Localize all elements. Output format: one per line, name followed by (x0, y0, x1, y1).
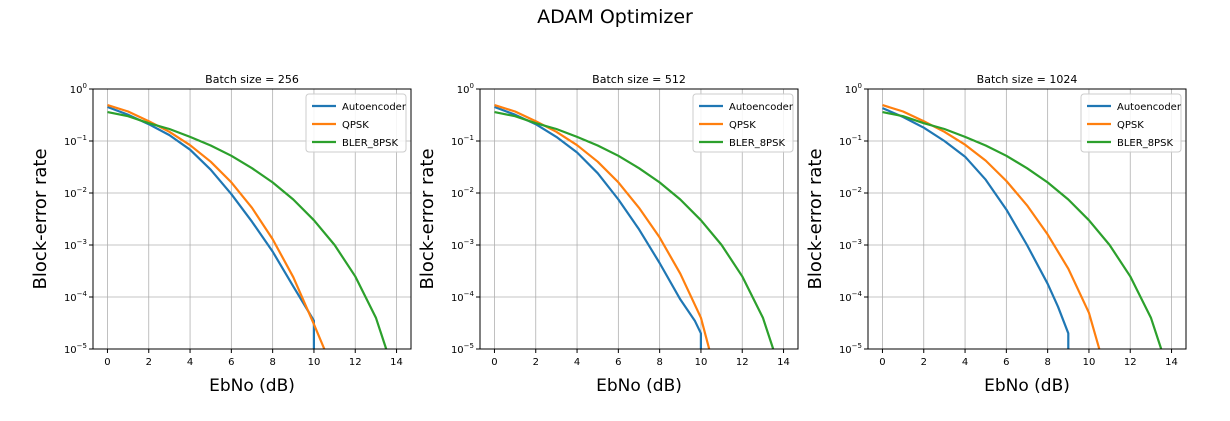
legend-box (692, 93, 794, 153)
series-line-qpsk (107, 104, 326, 350)
chart-panel-3: 0 2 4 6 8 10 12 14 100 10−1 10−2 10−3 10−4 10−5 Batch … (805, 73, 1187, 396)
y-tick-label: 10−5 (839, 342, 862, 356)
x-tick-label: 12 (349, 357, 362, 368)
y-tick-label: 10−3 (839, 238, 862, 252)
x-tick-label: 8 (269, 357, 275, 368)
x-tick-label: 8 (656, 357, 662, 368)
x-tick-label: 2 (533, 357, 539, 368)
legend-label: QPSK (342, 120, 369, 131)
y-axis-label: Block-error rate (417, 148, 438, 289)
x-tick-label: 8 (1044, 357, 1050, 368)
legend-box (1080, 93, 1182, 153)
legend: Autoencoder QPSK BLER_8PSK (1080, 93, 1182, 153)
x-tick-label: 2 (921, 357, 927, 368)
series-line-bler-8psk (882, 111, 1163, 350)
x-tick-label: 2 (146, 357, 152, 368)
legend-label: QPSK (729, 120, 756, 131)
y-tick-label: 10−4 (839, 290, 863, 304)
x-tick-label: 0 (879, 357, 885, 368)
x-tick-label: 4 (187, 357, 193, 368)
legend: Autoencoder QPSK BLER_8PSK (305, 93, 407, 153)
x-tick-label: 6 (1003, 357, 1009, 368)
y-tick-label: 10−3 (64, 238, 87, 252)
series-line-autoencoder (882, 107, 1070, 349)
legend-label: Autoencoder (1117, 102, 1182, 113)
x-tick-label: 4 (574, 357, 580, 368)
x-tick-label: 14 (777, 357, 790, 368)
series-line-bler-8psk (494, 111, 775, 350)
y-tick-label: 10−2 (451, 186, 474, 200)
y-tick-label: 10−3 (451, 238, 474, 252)
legend-label: Autoencoder (342, 102, 407, 113)
panel-title: Batch size = 512 (592, 73, 686, 86)
panel-title: Batch size = 1024 (977, 73, 1078, 86)
chart-panel-1: 0 2 4 6 8 10 12 14 100 10−1 10−2 10−3 10−4 10−5 Batch … (30, 73, 412, 396)
y-tick-label: 10−5 (64, 342, 87, 356)
series-line-bler-8psk (107, 111, 388, 350)
y-tick-label: 10−4 (64, 290, 88, 304)
x-tick-label: 12 (736, 357, 749, 368)
y-tick-label: 10−4 (451, 290, 475, 304)
x-tick-label: 6 (228, 357, 234, 368)
series-line-qpsk (882, 104, 1101, 350)
legend-label: BLER_8PSK (342, 138, 398, 149)
panel-title: Batch size = 256 (205, 73, 299, 86)
x-axis-label: EbNo (dB) (984, 376, 1070, 396)
y-tick-label: 10−2 (64, 186, 87, 200)
chart-panel-2: 0 2 4 6 8 10 12 14 100 10−1 10−2 10−3 10−4 10−5 Batch … (417, 73, 799, 396)
x-tick-label: 6 (615, 357, 621, 368)
y-tick-label: 100 (845, 82, 862, 96)
y-tick-label: 10−1 (839, 134, 862, 148)
series-line-autoencoder (494, 105, 702, 349)
legend-label: Autoencoder (729, 102, 794, 113)
x-tick-label: 10 (1083, 357, 1096, 368)
legend-label: BLER_8PSK (729, 138, 785, 149)
y-tick-label: 100 (457, 82, 474, 96)
plot-frame (867, 88, 1187, 350)
plot-frame (479, 88, 799, 350)
y-axis-label: Block-error rate (30, 148, 51, 289)
y-tick-label: 10−5 (451, 342, 474, 356)
y-tick-label: 10−1 (64, 134, 87, 148)
legend: Autoencoder QPSK BLER_8PSK (692, 93, 794, 153)
x-tick-label: 14 (390, 357, 403, 368)
legend-box (305, 93, 407, 153)
y-axis-label: Block-error rate (805, 148, 826, 289)
y-tick-label: 10−2 (839, 186, 862, 200)
y-tick-label: 10−1 (451, 134, 474, 148)
x-tick-label: 14 (1165, 357, 1178, 368)
x-tick-label: 12 (1124, 357, 1137, 368)
series-line-qpsk (494, 104, 711, 350)
plot-frame (92, 88, 412, 350)
x-tick-label: 4 (962, 357, 968, 368)
x-axis-label: EbNo (dB) (596, 376, 682, 396)
legend-label: BLER_8PSK (1117, 138, 1173, 149)
legend-label: QPSK (1117, 120, 1144, 131)
figure-title: ADAM Optimizer (537, 6, 693, 28)
series-line-autoencoder (107, 105, 315, 349)
y-tick-label: 100 (70, 82, 87, 96)
x-tick-label: 0 (104, 357, 110, 368)
x-tick-label: 10 (308, 357, 321, 368)
x-tick-label: 10 (695, 357, 708, 368)
x-axis-label: EbNo (dB) (209, 376, 295, 396)
x-tick-label: 0 (491, 357, 497, 368)
